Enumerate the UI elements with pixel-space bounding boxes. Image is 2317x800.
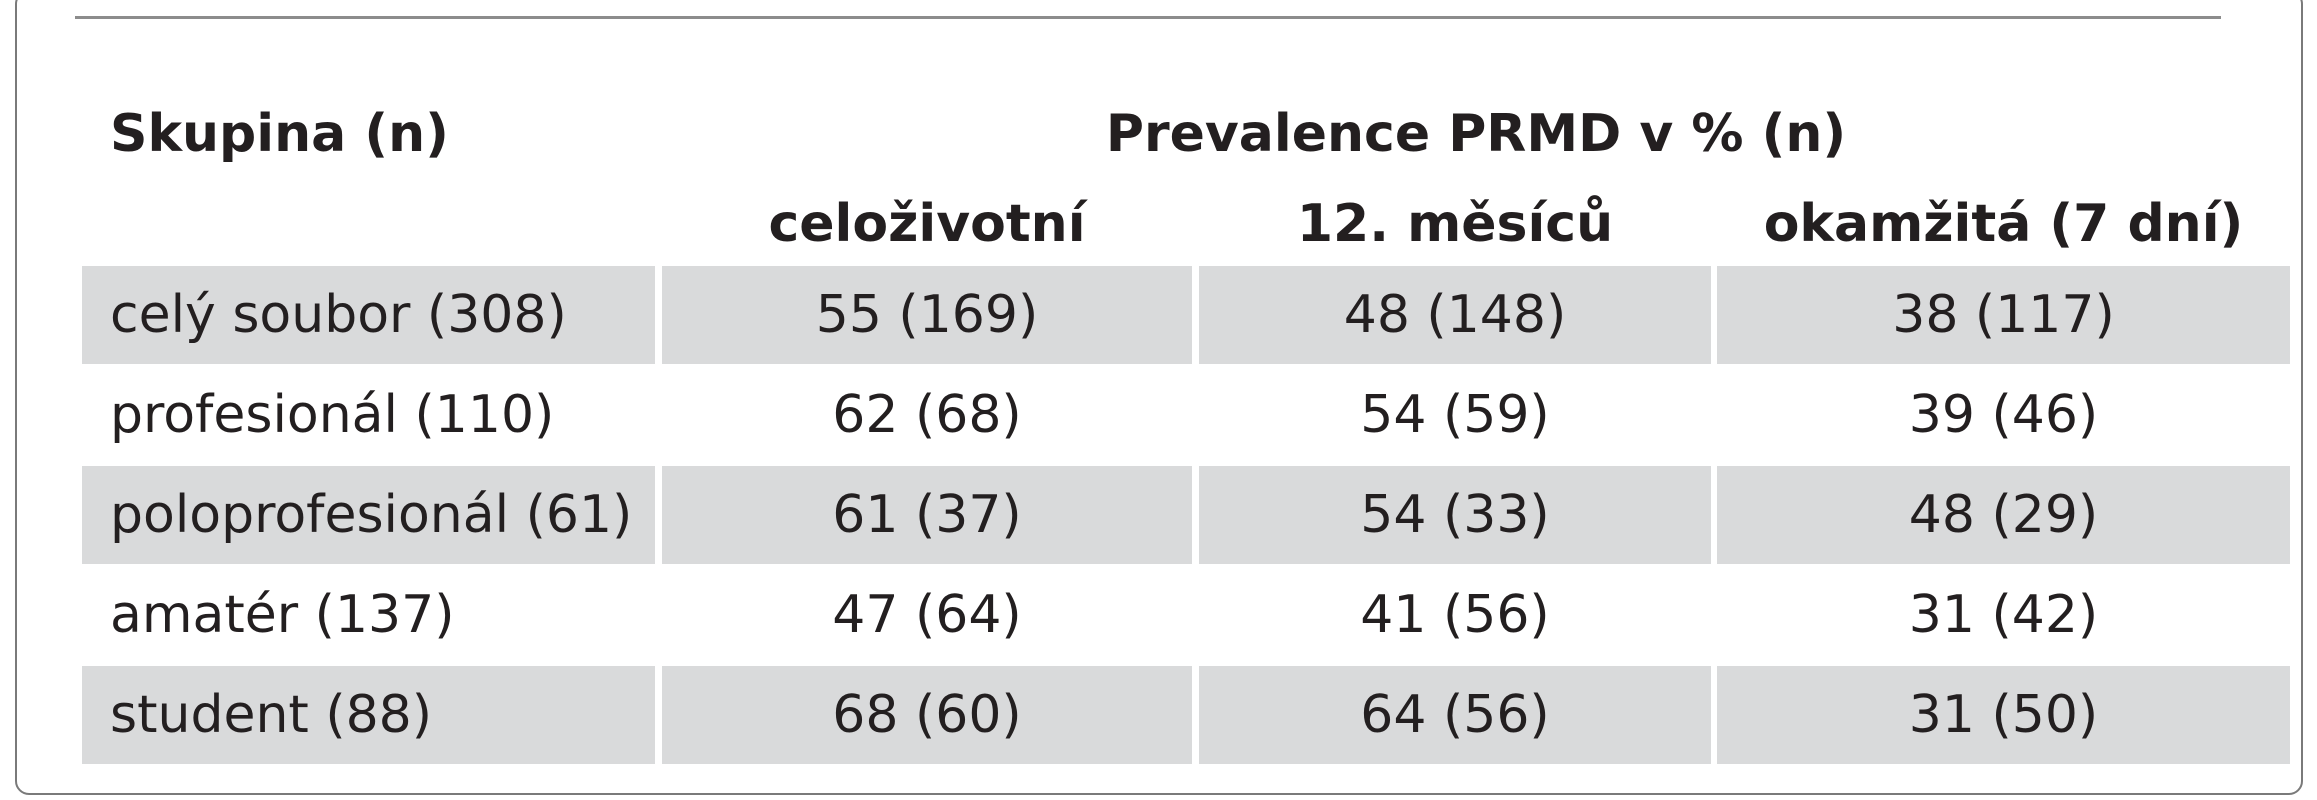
table-cell: 68 (60) [662, 666, 1192, 764]
table-cell: 55 (169) [662, 266, 1192, 364]
table-cell: 31 (50) [1717, 666, 2290, 764]
table-cell: 47 (64) [832, 585, 1022, 645]
table-row-group: poloprofesionál (61) [82, 466, 655, 564]
table-cell: 48 (148) [1199, 266, 1711, 364]
table-cell: 41 (56) [1360, 585, 1550, 645]
table-cell: 48 (29) [1717, 466, 2290, 564]
table-cell: 61 (37) [662, 466, 1192, 564]
column-header-lifetime: celoživotní [768, 194, 1086, 254]
table-frame [15, 0, 2303, 795]
table-row-group: celý soubor (308) [82, 266, 655, 364]
table-row-group: student (88) [82, 666, 655, 764]
table-cell: 54 (59) [1360, 385, 1550, 445]
table-cell: 31 (42) [1908, 585, 2099, 645]
prevalence-column-header: Prevalence PRMD v % (n) [1105, 104, 1847, 164]
table-cell: 39 (46) [1908, 385, 2099, 445]
table-row-group: amatér (137) [110, 585, 455, 645]
table-cell: 38 (117) [1717, 266, 2290, 364]
table-cell: 62 (68) [832, 385, 1022, 445]
table-cell: 54 (33) [1199, 466, 1711, 564]
group-column-header: Skupina (n) [110, 104, 449, 164]
column-header-7-days: okamžitá (7 dní) [1763, 194, 2244, 254]
top-rule [75, 16, 2221, 19]
table-cell: 64 (56) [1199, 666, 1711, 764]
table-row-group: profesionál (110) [110, 385, 555, 445]
column-header-12-months: 12. měsíců [1296, 194, 1614, 254]
